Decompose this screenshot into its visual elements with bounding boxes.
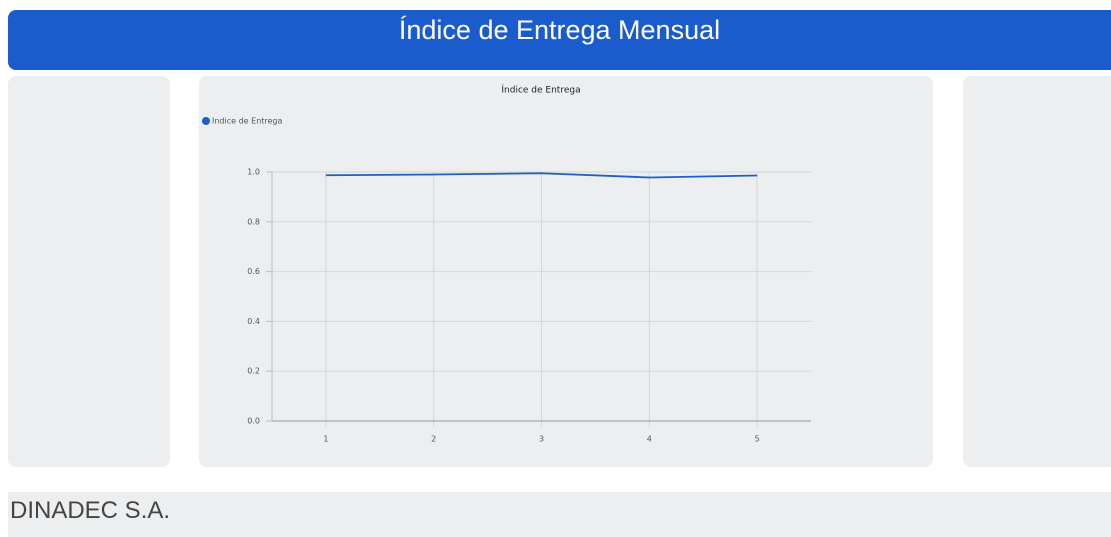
y-tick-label: 0.8 [247,217,260,226]
chart-title: Índice de Entrega [501,84,580,96]
y-tick-label: 0.0 [247,417,260,426]
x-tick-label: 5 [755,435,760,444]
y-tick-label: 0.6 [247,267,260,276]
right-panel [963,76,1111,467]
x-tick-label: 4 [647,435,652,444]
y-tick-label: 0.4 [247,317,260,326]
header-title: Índice de Entrega Mensual [398,15,721,45]
y-tick-label: 0.2 [247,367,260,376]
y-tick-label: 1.0 [247,168,260,177]
x-tick-label: 2 [431,435,436,444]
footer: DINADEC S.A. [8,492,1111,537]
left-panel [8,76,170,467]
legend-label: Indice de Entrega [212,117,283,126]
chart-panel: Índice de Entrega 0.0 0.2 0.4 0.6 0.8 1.0 1 2 3 4… [199,76,933,467]
legend-marker [202,117,210,125]
header: Índice de Entrega Mensual [8,10,1111,70]
line [325,172,758,179]
x-tick-label: 1 [323,435,328,444]
chart: Índice de Entrega 0.0 0.2 0.4 0.6 0.8 1.0 1 2 3 4… [202,84,811,444]
company-name: DINADEC S.A. [10,497,171,524]
x-tick-label: 3 [539,435,544,444]
